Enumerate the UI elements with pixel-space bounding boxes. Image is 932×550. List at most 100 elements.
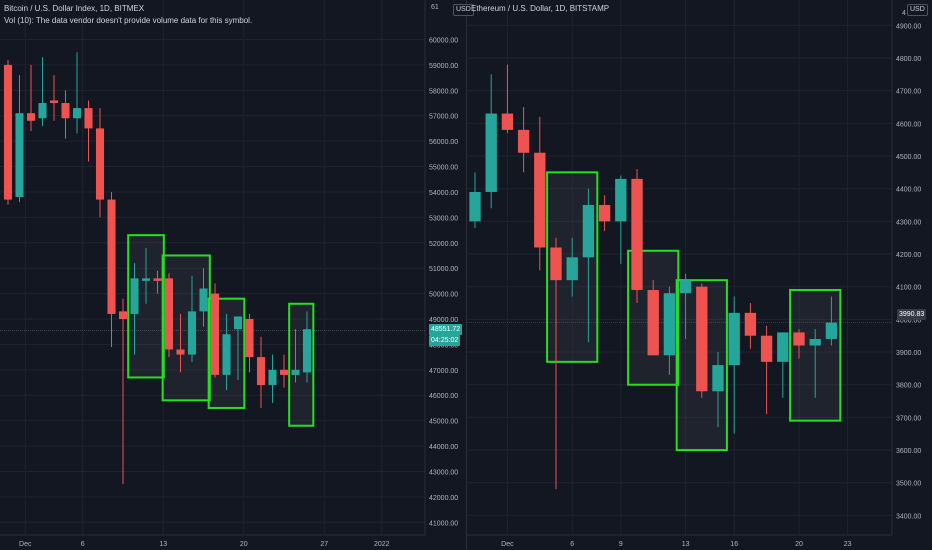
eth-y-tick-label: 4300.00 (896, 219, 921, 226)
eth-chart-svg[interactable]: 3400.00 3500.00 3600.00 3700.00 3800.00 3900.… (467, 0, 932, 550)
eth-y-tick-label: 3900.00 (896, 350, 921, 357)
btc-candle-body (38, 103, 47, 119)
btc-candle-body (61, 103, 70, 119)
btc-chart-svg[interactable]: 41000.00 42000.00 43000.00 44000.00 45000.00… (0, 0, 466, 550)
btc-y-tick-label: 43000.00 (429, 469, 458, 476)
btc-legend-title: Bitcoin / U.S. Dollar Index, 1D, BITMEX (4, 4, 145, 13)
eth-candle-body (777, 332, 789, 362)
eth-candle-body (744, 312, 757, 336)
btc-y-tick-label: 55000.00 (429, 165, 458, 172)
btc-y-tick-label: 59000.00 (429, 63, 458, 70)
eth-candle-body (582, 205, 595, 258)
eth-y-tick-label: 4200.00 (896, 252, 921, 259)
btc-candle-body (26, 113, 36, 121)
btc-last-price-badge: 48551.72 (429, 324, 463, 335)
btc-top-axis-label: 61 (431, 4, 439, 11)
eth-y-tick-label: 3800.00 (896, 383, 921, 390)
eth-x-tick-label: 13 (682, 541, 690, 548)
btc-y-tick-label: 52000.00 (429, 241, 458, 248)
eth-candle-body (517, 129, 530, 153)
eth-y-tick-label: 4000.00 (896, 317, 921, 324)
eth-candle-body (469, 191, 481, 222)
btc-candle-body (302, 329, 312, 373)
btc-candle-body (245, 319, 254, 358)
btc-y-tick-label: 47000.00 (429, 368, 458, 375)
btc-candle-body (268, 369, 277, 386)
btc-candle-body (279, 369, 289, 375)
btc-candle-body (222, 334, 231, 375)
btc-currency-tag[interactable]: USD (453, 4, 474, 16)
btc-x-tick-label: 2022 (374, 541, 390, 548)
eth-x-tick-label: 23 (844, 541, 852, 548)
btc-candle-body (49, 100, 59, 104)
btc-y-tick-label: 60000.00 (429, 37, 458, 44)
btc-candle-body (256, 357, 266, 386)
btc-y-tick-label: 41000.00 (429, 520, 458, 527)
btc-y-tick-label: 50000.00 (429, 292, 458, 299)
btc-y-tick-label: 42000.00 (429, 495, 458, 502)
eth-currency-tag[interactable]: USD (907, 4, 928, 16)
eth-candle-body (534, 152, 546, 248)
eth-legend-title: Ethereum / U.S. Dollar, 1D, BITSTAMP (471, 4, 610, 13)
btc-x-tick-label: 27 (320, 541, 328, 548)
btc-candle-body (164, 278, 174, 350)
btc-x-tick-label: 6 (81, 541, 85, 548)
btc-x-tick-label: 13 (159, 541, 167, 548)
eth-y-tick-label: 4600.00 (896, 121, 921, 128)
btc-candle-body (95, 128, 105, 200)
btc-volume-note: Vol (10): The data vendor doesn't provid… (4, 16, 253, 25)
eth-chart-pane[interactable]: 3400.00 3500.00 3600.00 3700.00 3800.00 3900.… (453, 0, 932, 550)
eth-candle-body (485, 113, 497, 192)
btc-y-tick-label: 54000.00 (429, 190, 458, 197)
btc-y-tick-label: 51000.00 (429, 266, 458, 273)
eth-candle-body (501, 113, 514, 130)
btc-y-tick-label: 58000.00 (429, 88, 458, 95)
eth-candle-body (696, 286, 708, 392)
btc-y-tick-label: 53000.00 (429, 215, 458, 222)
eth-y-tick-label: 4800.00 (896, 56, 921, 63)
btc-candle-body (15, 113, 24, 198)
eth-x-tick-label: 16 (730, 541, 738, 548)
btc-candle-body (72, 108, 82, 119)
btc-y-tick-label: 57000.00 (429, 114, 458, 121)
btc-candle-body (3, 64, 13, 200)
btc-candle-body (118, 311, 128, 320)
eth-y-tick-label: 3400.00 (896, 513, 921, 520)
eth-y-tick-label: 4100.00 (896, 285, 921, 292)
btc-x-tick-label: 20 (240, 541, 248, 548)
eth-candle-body (566, 257, 578, 281)
btc-y-tick-label: 49000.00 (429, 317, 458, 324)
eth-candle-body (760, 335, 773, 362)
eth-y-tick-label: 4400.00 (896, 187, 921, 194)
eth-candle-body (712, 365, 724, 392)
eth-candle-body (663, 293, 676, 356)
btc-candle-body (130, 278, 139, 314)
btc-candle-body (84, 108, 93, 129)
eth-candle-body (809, 338, 821, 346)
eth-x-tick-label: 6 (570, 541, 574, 548)
btc-candle-body (141, 278, 151, 281)
btc-y-tick-label: 44000.00 (429, 444, 458, 451)
eth-x-tick-label: 20 (795, 541, 803, 548)
eth-candle-body (550, 247, 562, 281)
btc-candle-body (199, 288, 208, 312)
eth-y-tick-label: 4500.00 (896, 154, 921, 161)
eth-x-tick-label: Dec (501, 541, 514, 548)
eth-candle-body (598, 205, 611, 222)
eth-top-axis-label: 4 (902, 10, 906, 17)
btc-candle-body (233, 316, 243, 330)
btc-candle-body (176, 349, 185, 355)
eth-candle-body (615, 178, 627, 222)
eth-y-tick-label: 4900.00 (896, 23, 921, 30)
eth-y-tick-label: 3700.00 (896, 415, 921, 422)
btc-x-tick-label: Dec (19, 541, 32, 548)
eth-candle-body (825, 322, 838, 339)
btc-y-tick-label: 56000.00 (429, 139, 458, 146)
eth-x-tick-label: 9 (619, 541, 623, 548)
eth-candle-body (679, 280, 692, 294)
eth-y-tick-label: 3500.00 (896, 481, 921, 488)
btc-chart-pane[interactable]: 41000.00 42000.00 43000.00 44000.00 45000.00… (0, 0, 467, 550)
eth-y-tick-label: 3600.00 (896, 448, 921, 455)
eth-candle-body (793, 332, 805, 346)
btc-y-tick-label: 45000.00 (429, 419, 458, 426)
